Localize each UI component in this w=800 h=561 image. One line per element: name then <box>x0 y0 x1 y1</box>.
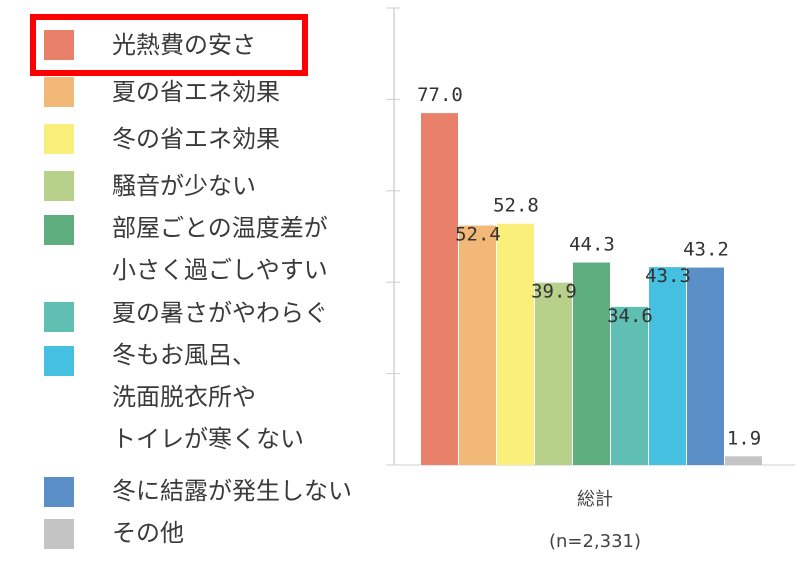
legend-label-line: トイレが寒くない <box>112 425 304 453</box>
legend-label-line: 小さく過ごしやすい <box>112 256 328 284</box>
legend-label-line: 冬の省エネ効果 <box>112 125 280 153</box>
chart-bars <box>421 113 762 466</box>
legend-swatch <box>44 77 74 107</box>
legend-swatch <box>44 519 74 549</box>
bar <box>459 225 496 465</box>
bar-value-label: 77.0 <box>417 84 463 106</box>
bar <box>687 267 724 465</box>
bar-value-label: 34.6 <box>607 305 653 327</box>
legend-swatch <box>44 477 74 507</box>
legend-swatch <box>44 302 74 332</box>
legend-label: 冬に結露が発生しない <box>112 470 352 512</box>
highlight-box <box>30 14 308 76</box>
legend-label: 騒音が少ない <box>112 165 256 207</box>
legend-swatch <box>44 171 74 201</box>
legend-label-line: 冬に結露が発生しない <box>112 477 352 505</box>
bar <box>611 306 648 465</box>
bar <box>421 113 458 466</box>
bar-chart: 77.0 52.4 52.8 39.9 44.3 34.6 43.3 43.2 1.9 総計 (… <box>386 7 795 552</box>
legend-swatch <box>44 215 74 245</box>
legend-swatch <box>44 346 74 376</box>
legend-swatch <box>44 30 74 60</box>
legend-label: 冬もお風呂、 洗面脱衣所や トイレが寒くない <box>112 334 304 460</box>
bar-value-label: 52.8 <box>493 195 539 217</box>
bar <box>497 223 534 465</box>
bar-value-label: 52.4 <box>455 224 501 246</box>
legend-label-line: 光熱費の安さ <box>112 31 256 59</box>
bar-value-label: 39.9 <box>531 281 577 303</box>
bar <box>649 267 686 465</box>
legend-label: 部屋ごとの温度差が 小さく過ごしやすい <box>112 207 328 291</box>
chart-legend: 光熱費の安さ 夏の省エネ効果 冬の省エネ効果 騒音が少ない 部屋ごとの温度差が … <box>0 0 395 561</box>
bar <box>725 456 762 465</box>
legend-label-line: 騒音が少ない <box>112 172 256 200</box>
bar <box>573 262 610 465</box>
legend-label-line: 夏の暑さがやわらぐ <box>112 299 328 327</box>
legend-label-line: その他 <box>112 519 184 547</box>
bar <box>535 282 572 465</box>
legend-label-line: 冬もお風呂、 <box>112 341 256 369</box>
bar-value-label: 43.2 <box>683 239 729 261</box>
legend-label: その他 <box>112 512 184 554</box>
chart-value-labels: 77.0 52.4 52.8 39.9 44.3 34.6 43.3 43.2 1.9 <box>417 84 761 449</box>
legend-label: 光熱費の安さ <box>112 24 256 66</box>
bar-value-label: 1.9 <box>727 427 761 449</box>
x-category-label: 総計 <box>577 489 613 510</box>
legend-label-line: 洗面脱衣所や <box>112 383 256 411</box>
legend-label: 夏の暑さがやわらぐ <box>112 292 328 334</box>
legend-label: 冬の省エネ効果 <box>112 118 280 160</box>
bar-value-label: 44.3 <box>569 234 615 256</box>
bar-value-label: 43.3 <box>645 265 691 287</box>
x-sample-note: (n=2,331) <box>549 531 641 552</box>
legend-label: 夏の省エネ効果 <box>112 71 280 113</box>
legend-label-line: 夏の省エネ効果 <box>112 78 280 106</box>
legend-swatch <box>44 124 74 154</box>
legend-label-line: 部屋ごとの温度差が <box>112 214 328 242</box>
